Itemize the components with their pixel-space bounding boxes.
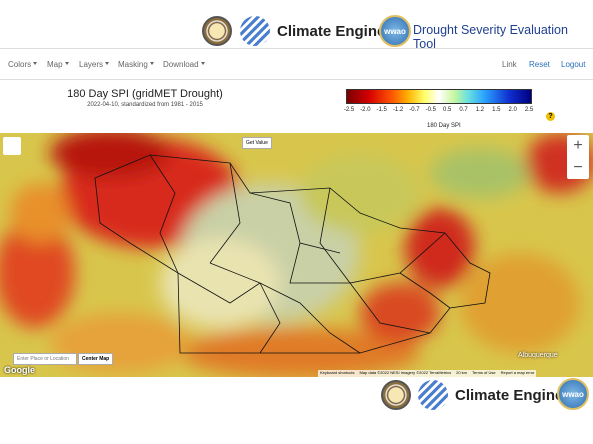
app-title: Drought Severity Evaluation Tool	[413, 23, 568, 51]
nav-menu[interactable]: Layers	[79, 60, 109, 69]
footer-brand: Climate Engine	[455, 387, 564, 404]
place-label: Albuquerque	[518, 352, 558, 359]
tribal-seal	[381, 380, 411, 410]
nav-menu[interactable]: Colors	[8, 60, 37, 69]
legend-labels: -2.5 -2.0 -1.5 -1.2 -0.7 -0.5 0.5 0.7 1.2 1.5 2.0 2…	[343, 107, 534, 115]
attribution-item[interactable]: Terms of Use	[472, 370, 496, 375]
nav-link[interactable]: Link	[502, 60, 517, 69]
boundaries	[94, 154, 491, 354]
legend-label: -2.5	[343, 107, 355, 113]
nav-link[interactable]: Logout	[561, 60, 586, 69]
attribution-item: 20 km	[456, 370, 468, 375]
map-subtitle: 2022-04-10, standardized from 1981 - 201…	[87, 102, 203, 108]
search-input[interactable]: Enter Place or Location	[13, 353, 77, 365]
nav-menu[interactable]: Download	[163, 60, 205, 69]
get-value-button[interactable]: Get Value	[242, 137, 272, 149]
nav-menu[interactable]: Masking	[118, 60, 154, 69]
map-title: 180 Day SPI (gridMET Drought)	[67, 88, 223, 100]
center-map-button[interactable]: Center Map	[78, 353, 114, 365]
legend-label: -0.5	[425, 107, 436, 113]
legend-label: 0.5	[443, 107, 452, 113]
legend-label: -0.7	[409, 107, 420, 113]
legend-label: 1.5	[492, 107, 501, 113]
legend-label: 2.5	[524, 107, 534, 113]
zoom-controls: + −	[567, 135, 589, 179]
attribution: Keyboard shortcuts Map data ©2022 NESI Im…	[318, 370, 537, 377]
legend-label: -2.0	[360, 107, 371, 113]
nav-bar: Colors Map Layers Masking Download Link Reset L…	[0, 48, 593, 80]
legend-label: 1.2	[475, 107, 485, 113]
help-icon[interactable]: ?	[546, 112, 555, 121]
legend-label: -1.5	[376, 107, 387, 113]
tribal-seal	[202, 16, 232, 46]
legend-title: 180 Day SPI	[427, 123, 461, 129]
climate-engine-logo	[240, 16, 270, 46]
nav-menu[interactable]: Map	[47, 60, 69, 69]
google-logo: Google	[4, 365, 35, 375]
legend-colorbar	[346, 89, 532, 104]
attribution-item: Map data ©2022 NESI Imagery ©2022 TerraM…	[359, 370, 452, 375]
zoom-out[interactable]: −	[573, 159, 583, 176]
spi-layer	[0, 133, 593, 377]
zoom-in[interactable]: +	[573, 137, 583, 154]
fullscreen-button[interactable]	[3, 137, 21, 155]
legend-label: -1.2	[392, 107, 404, 113]
attribution-item[interactable]: Report a map error	[500, 370, 535, 375]
climate-engine-logo	[418, 380, 448, 410]
legend-label: 2.0	[508, 107, 517, 113]
map	[0, 133, 593, 377]
wwao-logo: wwao	[557, 378, 589, 410]
wwao-logo: wwao	[379, 15, 411, 47]
attribution-item[interactable]: Keyboard shortcuts	[320, 370, 355, 375]
legend-label: 0.7	[459, 107, 468, 113]
brand: Climate Engine	[277, 23, 386, 40]
nav-link[interactable]: Reset	[529, 60, 550, 69]
